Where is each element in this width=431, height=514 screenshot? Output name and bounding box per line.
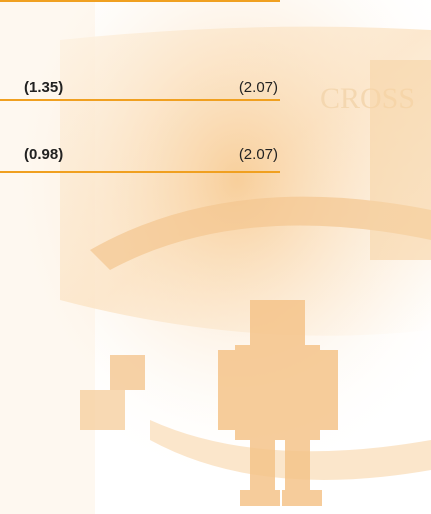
table-cell: (1.35)	[24, 79, 63, 96]
table-cell: (0.98)	[24, 146, 63, 163]
rule	[0, 99, 280, 101]
background-image: CROSS	[0, 0, 431, 514]
rule	[0, 0, 280, 2]
rule	[0, 171, 280, 173]
table-cell: (2.07)	[239, 79, 278, 96]
page: {"table": {"rows": [["(1.35)", "(2.07)"]…	[0, 0, 431, 514]
table-cell: (2.07)	[239, 146, 278, 163]
